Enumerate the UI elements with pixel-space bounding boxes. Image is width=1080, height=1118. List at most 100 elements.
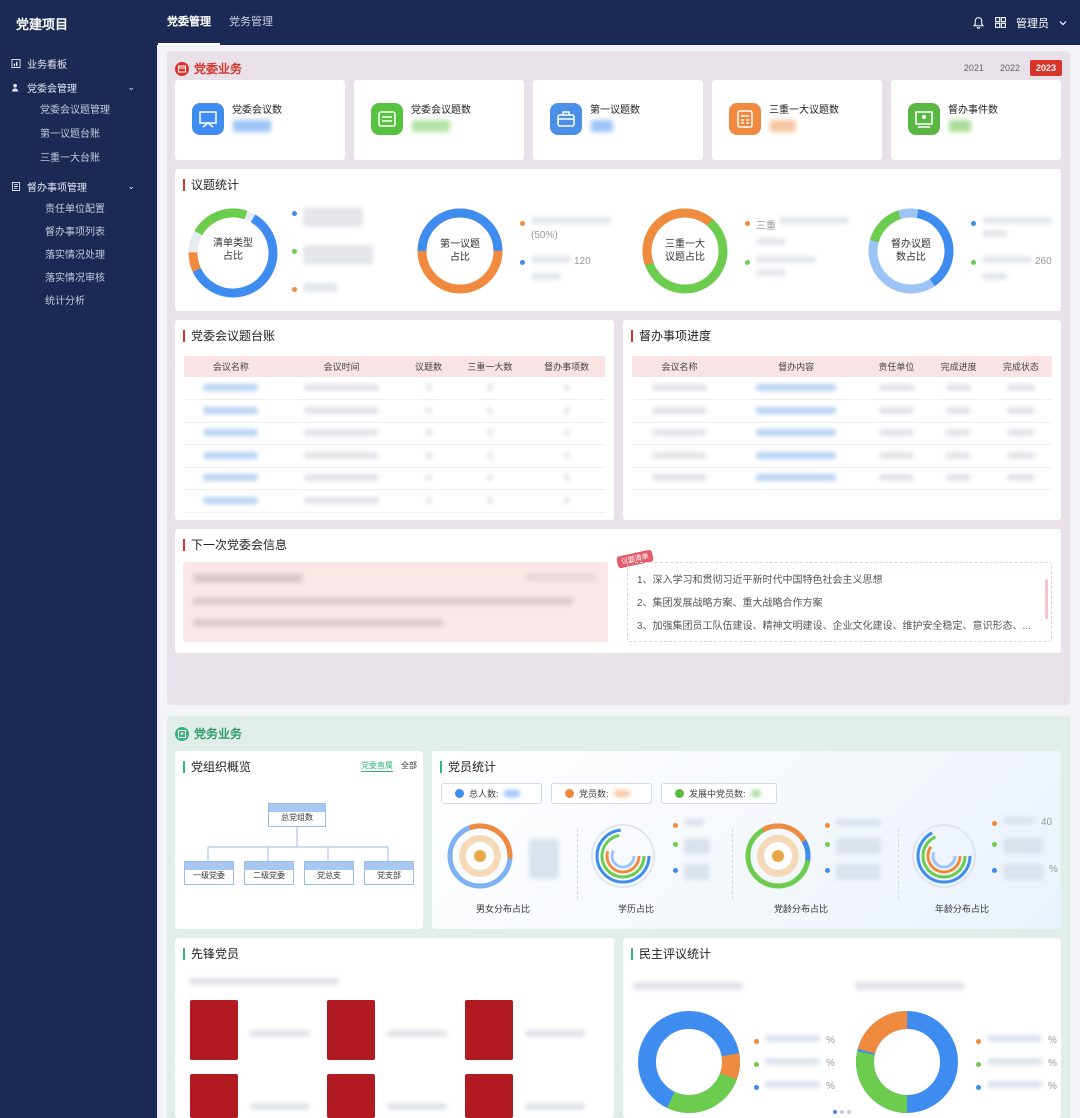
tab-party-affairs[interactable]: 党务管理 — [229, 16, 273, 28]
stat-card-supervision[interactable]: 督办事件数 — [891, 80, 1061, 160]
sidebar-item-statistics[interactable]: 统计分析 — [45, 296, 85, 307]
tab-all[interactable]: 全部 — [401, 761, 417, 770]
bell-icon[interactable] — [972, 16, 985, 29]
table-row[interactable] — [184, 489, 605, 513]
table-row[interactable] — [632, 399, 1052, 423]
avatar[interactable] — [327, 1000, 375, 1060]
tab-party-committee[interactable]: 党委管理 — [158, 0, 220, 45]
table-row[interactable] — [184, 399, 605, 423]
table-row[interactable] — [184, 467, 605, 490]
sidebar-item-dashboard[interactable]: 业务看板 — [0, 51, 157, 75]
topic-item[interactable]: 1、深入学习和贯彻习近平新时代中国特色社会主义思想 — [637, 575, 883, 586]
table-row[interactable] — [184, 422, 605, 445]
table-cell — [528, 489, 605, 513]
legend-dot — [745, 260, 750, 265]
avatar[interactable] — [327, 1074, 375, 1118]
sidebar-item-implementation[interactable]: 落实情况处理 — [45, 250, 105, 261]
stat-card-topics[interactable]: 党委会议题数 — [354, 80, 524, 160]
table-cell — [727, 377, 866, 400]
table-cell — [727, 467, 866, 490]
chevron-down-icon[interactable] — [1058, 18, 1068, 28]
stat-value — [412, 120, 450, 132]
tab-direct[interactable]: 党委直属 — [361, 761, 393, 772]
sidebar-item-topic-mgmt[interactable]: 党委会议题管理 — [40, 105, 110, 116]
table-cell — [927, 467, 990, 490]
table-cell — [632, 467, 728, 490]
org-node[interactable]: 二级党委 — [244, 861, 294, 885]
column-header: 责任单位 — [865, 356, 928, 377]
pioneer-name — [250, 1103, 310, 1110]
avatar[interactable] — [190, 1074, 238, 1118]
sidebar-item-first-topic-ledger[interactable]: 第一议题台账 — [40, 129, 100, 140]
avatar[interactable] — [465, 1000, 513, 1060]
scrollbar[interactable] — [1045, 579, 1048, 619]
grid-icon[interactable] — [994, 16, 1007, 29]
legend-dot — [971, 260, 976, 265]
supervision-progress-table: 会议名称 督办内容 责任单位 完成进度 完成状态 — [632, 356, 1052, 490]
sidebar-item-unit-config[interactable]: 责任单位配置 — [45, 204, 105, 215]
table-row[interactable] — [632, 377, 1052, 400]
topic-item[interactable]: 2、集团发展战略方案、重大战略合作方案 — [637, 598, 823, 609]
table-cell — [989, 422, 1052, 445]
year-filter: 2021 2022 2023 — [958, 60, 1062, 76]
sidebar-group-committee[interactable]: 党委会管理 ⌄ — [0, 75, 157, 99]
table-cell — [632, 422, 728, 445]
sidebar-item-supervision-list[interactable]: 督办事项列表 — [45, 227, 105, 238]
legend-value: 260 — [1035, 256, 1052, 267]
stat-value — [233, 120, 271, 132]
topic-stats-card: 议题统计 清单类型 占比 第一议题 占比 (50%) 120 三重一 — [175, 169, 1061, 311]
table-cell — [927, 377, 990, 400]
stat-value — [770, 120, 796, 132]
briefcase-icon — [550, 103, 582, 135]
stat-card-first-topics[interactable]: 第一议题数 — [533, 80, 703, 160]
sidebar-item-major-ledger[interactable]: 三重一大台账 — [40, 153, 100, 164]
table-cell — [528, 467, 605, 490]
avatar[interactable] — [190, 1000, 238, 1060]
people-icon — [11, 83, 19, 92]
table-cell — [528, 422, 605, 445]
org-node[interactable]: 党支部 — [364, 861, 414, 885]
table-row[interactable] — [184, 377, 605, 400]
chart-label: 党龄分布占比 — [773, 904, 828, 914]
org-icon — [175, 726, 189, 741]
sidebar-item-review[interactable]: 落实情况审核 — [45, 273, 105, 284]
table-cell — [989, 444, 1052, 468]
stat-card-meetings[interactable]: 党委会议数 — [175, 80, 345, 160]
table-cell — [277, 422, 406, 445]
legend-value — [303, 283, 338, 292]
legend-value — [303, 207, 363, 227]
year-2022[interactable]: 2022 — [999, 63, 1020, 73]
sidebar-item-label: 督办事项管理 — [27, 182, 87, 194]
table-cell — [451, 377, 529, 400]
table-cell — [277, 444, 406, 468]
avatar[interactable] — [465, 1074, 513, 1118]
carousel-dots[interactable] — [833, 1110, 851, 1114]
sidebar-group-supervision[interactable]: 督办事项管理 ⌄ — [0, 174, 157, 198]
next-meeting-card: 下一次党委会信息 议题清单 1、深入学习和贯彻习近平新时代中国特色社会主义思想 … — [175, 529, 1061, 653]
chevron-down-icon: ⌄ — [127, 81, 135, 92]
party-affairs-section: 党务业务 党组织概览 党委直属 全部 总党组数 一级党委 二级党委 党总支 党支… — [167, 716, 1070, 1118]
donut-first-topic — [417, 208, 503, 294]
section-title: 党务业务 — [175, 725, 242, 742]
org-node[interactable]: 党总支 — [304, 861, 354, 885]
table-row[interactable] — [184, 444, 605, 468]
year-2023[interactable]: 2023 — [1029, 60, 1062, 76]
party-age-chart — [745, 823, 811, 889]
donut-list-type — [188, 208, 278, 298]
year-2021[interactable]: 2021 — [963, 63, 984, 73]
table-cell — [927, 399, 990, 423]
table-row[interactable] — [632, 422, 1052, 445]
column-header: 完成状态 — [989, 356, 1052, 377]
topic-item[interactable]: 3、加强集团员工队伍建设、精神文明建设、企业文化建设、维护安全稳定、意识形态、.… — [637, 621, 1031, 632]
table-row[interactable] — [632, 467, 1052, 490]
review-legend-left: % % % — [754, 1035, 835, 1092]
table-row[interactable] — [632, 444, 1052, 468]
chart-label: 年龄分布占比 — [934, 904, 989, 914]
table-cell — [451, 399, 529, 423]
org-node[interactable]: 一级党委 — [184, 861, 234, 885]
org-node-root[interactable]: 总党组数 — [268, 803, 326, 827]
table-cell — [727, 444, 866, 468]
stat-card-major-topics[interactable]: 三重一大议题数 — [712, 80, 882, 160]
pioneer-name — [250, 1030, 310, 1037]
user-name[interactable]: 管理员 — [1016, 17, 1049, 30]
